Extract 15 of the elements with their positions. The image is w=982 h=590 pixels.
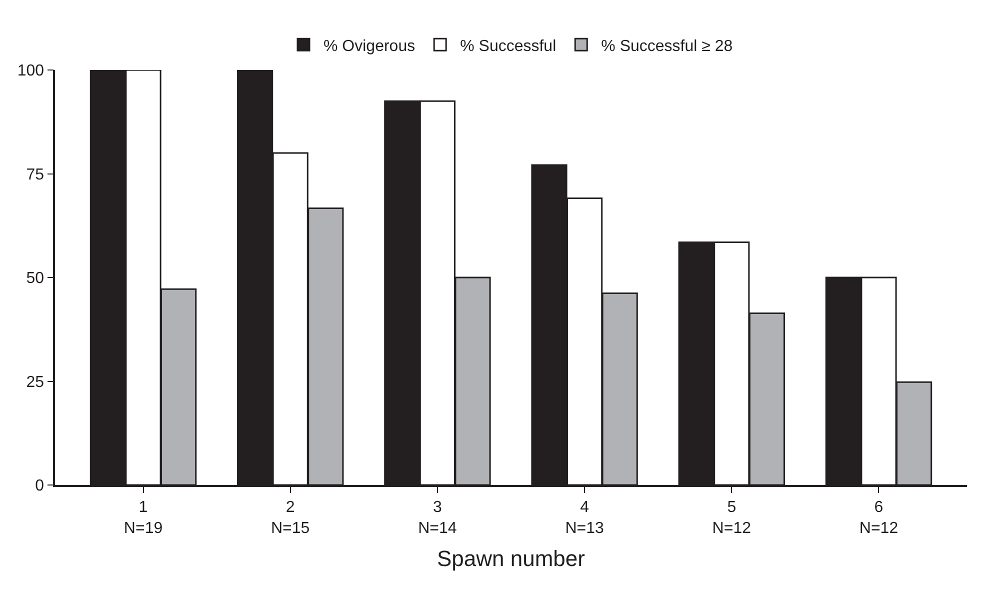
y-tick-label: 100 bbox=[17, 62, 44, 80]
x-tick-label: 1 N=19 bbox=[124, 498, 163, 537]
y-tick-label: 25 bbox=[26, 374, 44, 391]
legend-label: % Successful ≥ 28 bbox=[601, 38, 733, 55]
y-tick-label: 75 bbox=[26, 166, 44, 184]
y-tick-label: 50 bbox=[26, 270, 44, 288]
x-tick-label: 2 N=15 bbox=[271, 498, 310, 537]
x-tick-label: 6 N=12 bbox=[859, 498, 898, 537]
y-tick-label: 0 bbox=[35, 478, 44, 495]
x-axis-title: Spawn number bbox=[437, 546, 585, 572]
x-tick-label: 5 N=12 bbox=[712, 498, 752, 537]
x-tick-label: 3 N=14 bbox=[418, 498, 457, 537]
legend-label: % Ovigerous bbox=[324, 38, 416, 55]
legend-label: % Successful bbox=[460, 38, 556, 55]
x-tick-label: 4 N=13 bbox=[565, 498, 604, 537]
